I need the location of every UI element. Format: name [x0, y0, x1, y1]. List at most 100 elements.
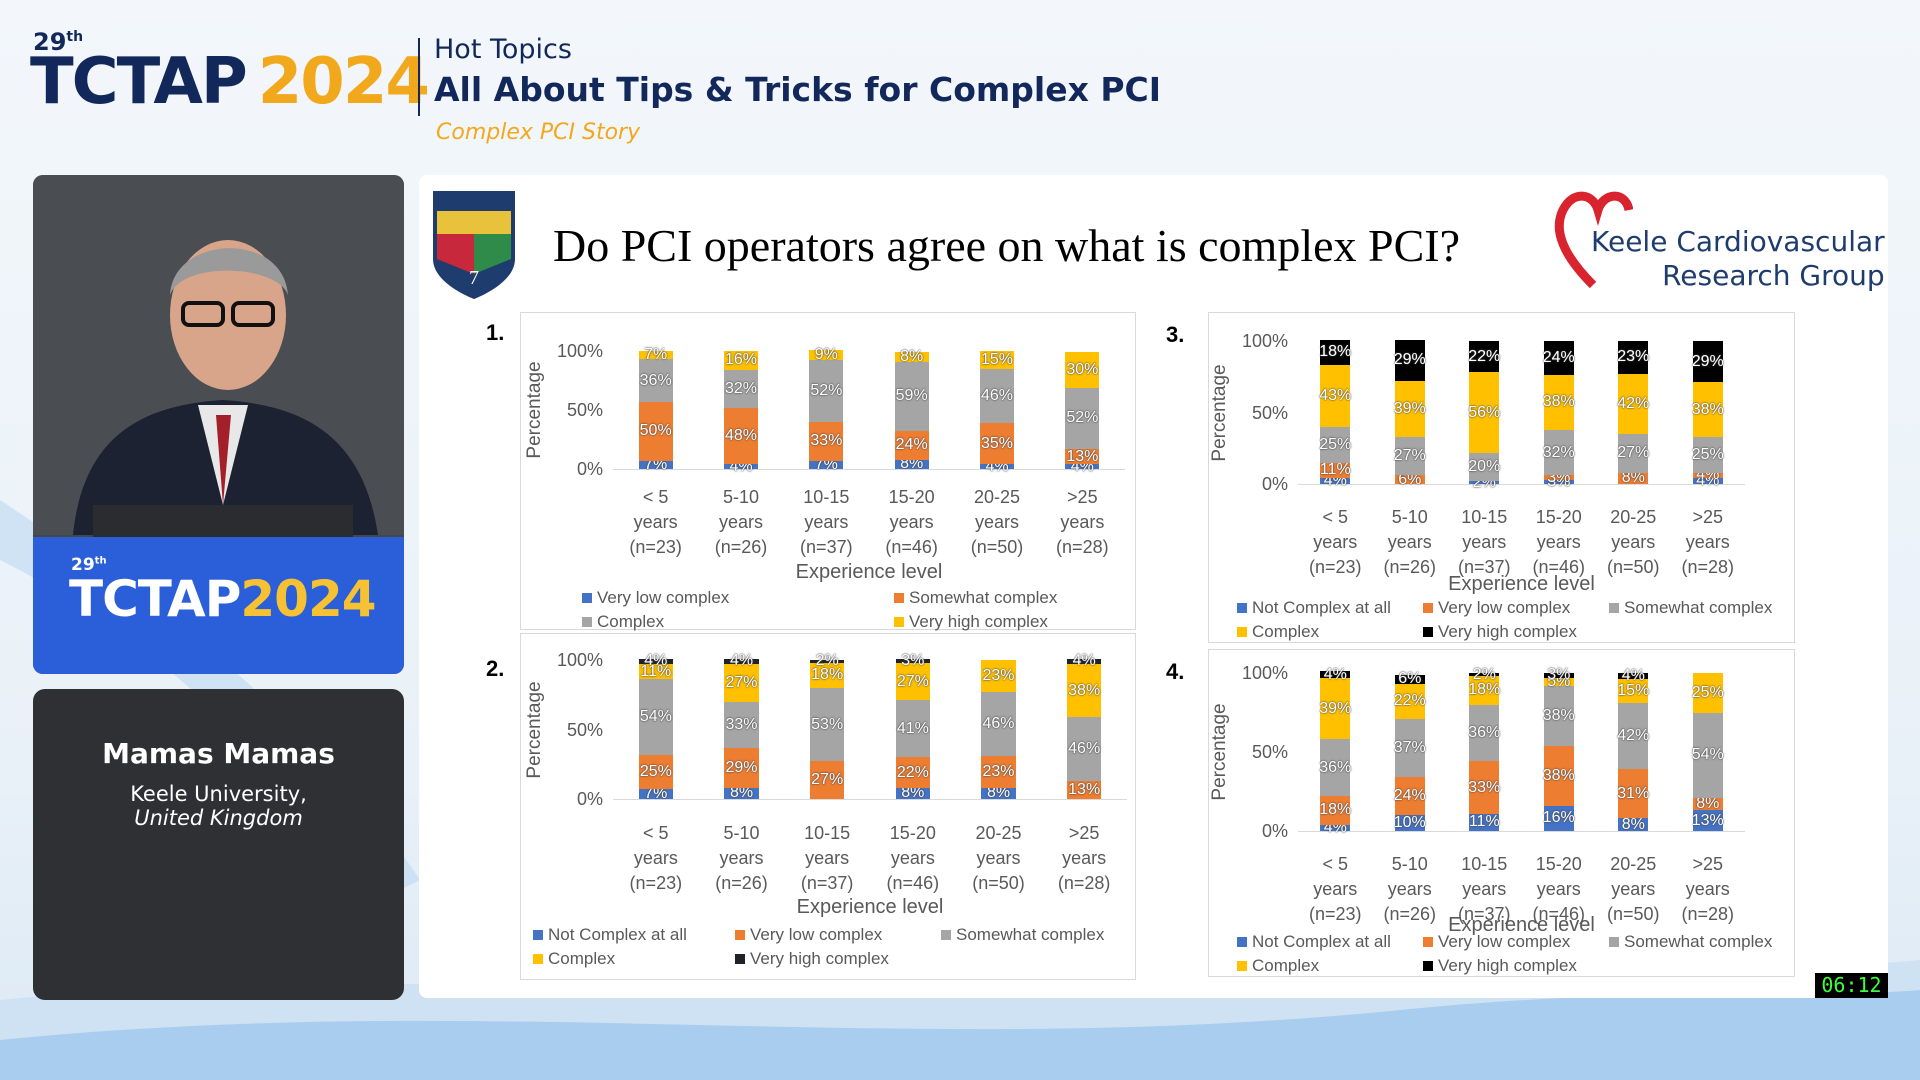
bar-segment: [810, 761, 845, 799]
y-tick-label: 50%: [566, 719, 603, 740]
value-label: 38%: [1542, 766, 1575, 784]
bar-segment: [723, 464, 759, 469]
bar-segment: [638, 359, 673, 402]
timer: 06:12: [1815, 973, 1888, 998]
value-label: 8%: [901, 784, 925, 802]
legend-item: Complex: [533, 948, 615, 970]
bar-segment: [723, 369, 759, 408]
speaker-video: 29th TCTAP2024: [33, 175, 404, 674]
legend-item: Not Complex at all: [1237, 931, 1391, 953]
bar-segment: [1618, 373, 1649, 434]
x-axis-label: Experience level: [796, 896, 944, 918]
bar-segment: [1394, 381, 1425, 437]
value-label: 22%: [896, 763, 929, 781]
legend-swatch: [941, 930, 951, 940]
y-axis-label: Percentage: [524, 361, 545, 459]
bar-segment: [1394, 718, 1425, 778]
x-axis-line: [1298, 831, 1745, 832]
y-tick-label: 0%: [1261, 474, 1288, 494]
x-tick-label: 10-15 years (n=37): [1457, 507, 1511, 577]
bar-segment: [894, 352, 929, 362]
value-label: 3%: [1547, 666, 1571, 684]
legend-swatch: [1237, 627, 1247, 637]
legend-item: Very high complex: [1423, 955, 1577, 977]
bar-segment: [1469, 761, 1500, 814]
legend-label: Very low complex: [597, 588, 730, 607]
legend-label: Very high complex: [1438, 956, 1577, 975]
speaker-affiliation: Keele University,: [130, 782, 307, 806]
logo-line-1: Keele Cardiovascular: [1591, 225, 1885, 258]
speaker-country: United Kingdom: [134, 806, 303, 830]
bar-segment: [981, 755, 1016, 788]
header-subtitle: Complex PCI Story: [436, 120, 641, 145]
banner-edition: 29th: [71, 555, 107, 575]
bar-segment: [1692, 712, 1723, 798]
y-axis-label: Percentage: [1209, 363, 1230, 462]
value-label: 16%: [1542, 809, 1575, 827]
chart-number: 4.: [1166, 659, 1185, 684]
legend-swatch: [894, 593, 904, 603]
value-label: 8%: [729, 784, 754, 802]
value-label: 52%: [1066, 409, 1099, 427]
bar-segment: [638, 664, 673, 680]
bar-segment: [1394, 475, 1425, 484]
value-label: 39%: [1393, 399, 1426, 417]
keele-heart-logo: [1554, 191, 1633, 289]
x-tick-label: < 5 years (n=23): [1308, 854, 1362, 924]
bar-segment: [894, 431, 929, 460]
x-tick-label: 10-15 years (n=37): [800, 487, 853, 557]
bar-segment: [894, 459, 929, 469]
value-label: 2%: [1472, 665, 1496, 683]
legend-swatch: [533, 930, 543, 940]
bar-segment: [1618, 769, 1649, 819]
value-label: 29%: [1691, 352, 1724, 370]
value-label: 27%: [811, 771, 844, 789]
value-label: 54%: [639, 707, 672, 725]
legend-swatch: [533, 954, 543, 964]
bar-segment: [1065, 352, 1100, 388]
legend-item: Not Complex at all: [533, 924, 687, 946]
x-axis-line: [1298, 484, 1745, 485]
value-label: 25%: [1691, 445, 1724, 463]
x-axis-line: [613, 469, 1125, 470]
value-label: 13%: [1691, 811, 1724, 829]
bar-segment: [1692, 810, 1723, 831]
legend-swatch: [582, 617, 592, 627]
value-label: 18%: [811, 666, 844, 684]
value-label: 13%: [1068, 780, 1101, 798]
bar-segment: [979, 368, 1015, 423]
value-label: 56%: [1468, 403, 1501, 421]
value-label: 8%: [1696, 795, 1720, 813]
legend-swatch: [1237, 937, 1247, 947]
bar-segment: [1618, 818, 1649, 831]
y-tick-label: 100%: [1241, 663, 1288, 683]
speaker-figure: [33, 175, 404, 545]
bar-segment: [1320, 426, 1351, 463]
x-tick-label: 20-25 years (n=50): [972, 823, 1025, 893]
value-label: 36%: [1468, 724, 1501, 742]
value-label: 38%: [1068, 681, 1101, 699]
chart-number: 2.: [486, 656, 505, 681]
legend-swatch: [1423, 603, 1433, 613]
y-tick-label: 50%: [1251, 402, 1288, 423]
value-label: 52%: [810, 382, 843, 400]
value-label: 30%: [1066, 360, 1099, 378]
bar-segment: [1543, 429, 1574, 476]
legend-label: Very low complex: [1438, 598, 1571, 617]
value-label: 4%: [729, 652, 754, 670]
keele-logo-text: Keele Cardiovascular Research Group: [1591, 225, 1885, 293]
bar-segment: [1618, 472, 1649, 484]
value-label: 20%: [1468, 457, 1501, 475]
value-label: 18%: [1468, 681, 1501, 699]
x-axis-line: [613, 799, 1127, 800]
y-tick-label: 50%: [1251, 742, 1288, 762]
value-label: 6%: [1398, 670, 1422, 688]
value-label: 15%: [1617, 682, 1650, 700]
bar-segment: [1469, 673, 1500, 677]
y-tick-label: 100%: [556, 650, 603, 670]
bar-segment: [810, 662, 845, 688]
value-label: 4%: [644, 652, 668, 670]
bar-segment: [979, 464, 1015, 469]
header-title: All About Tips & Tricks for Complex PCI: [434, 70, 1162, 109]
bar-segment: [1469, 481, 1500, 484]
